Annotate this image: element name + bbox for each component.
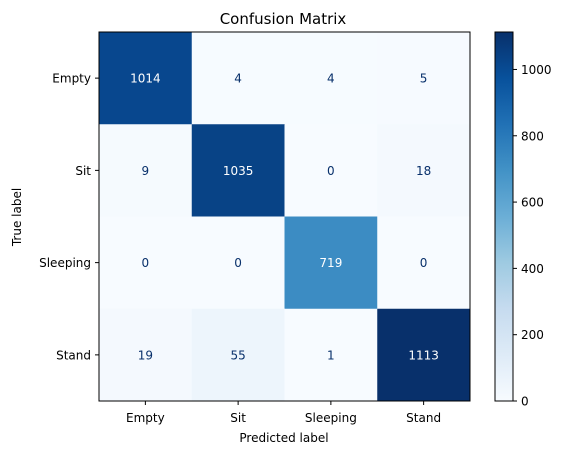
matrix-cell-label: 18 — [416, 164, 431, 178]
matrix-cell — [284, 32, 378, 125]
matrix-cell-labels: 1014 4 4 5 9 1035 0 18 0 0 719 0 19 55 1 1113 — [130, 72, 439, 363]
matrix-cell — [377, 124, 471, 217]
matrix-cell-label: 719 — [319, 256, 342, 270]
y-tick-label: Sit — [75, 164, 91, 178]
matrix-cell — [284, 308, 378, 402]
colorbar-tick-label: 600 — [521, 196, 544, 210]
matrix-cell-label: 9 — [142, 164, 150, 178]
matrix-cell-label: 55 — [230, 348, 245, 362]
matrix-cell-label: 4 — [234, 72, 242, 86]
matrix-cell-label: 19 — [138, 348, 153, 362]
x-tick-label: Stand — [406, 411, 441, 425]
matrix-cell — [284, 216, 378, 310]
matrix-cells — [99, 32, 471, 402]
colorbar-tick-label: 800 — [521, 129, 544, 143]
matrix-cell — [99, 308, 193, 402]
matrix-cell — [191, 124, 285, 217]
y-axis-ticks: Empty Sit Sleeping Stand — [39, 72, 99, 362]
colorbar-tick-label: 200 — [521, 328, 544, 342]
matrix-cell-label: 0 — [327, 164, 335, 178]
matrix-cell-label: 5 — [420, 72, 428, 86]
y-axis-label: True label — [10, 188, 24, 247]
y-tick-label: Sleeping — [39, 256, 91, 270]
y-tick-label: Empty — [52, 72, 91, 86]
matrix-cell-label: 0 — [420, 256, 428, 270]
y-tick-label: Stand — [56, 348, 91, 362]
x-axis-ticks: Empty Sit Sleeping Stand — [126, 401, 441, 425]
matrix-cell — [377, 308, 471, 402]
matrix-cell — [284, 124, 378, 217]
colorbar-tick-label: 400 — [521, 262, 544, 276]
colorbar-tick-label: 0 — [521, 395, 529, 409]
matrix-cell — [377, 32, 471, 125]
colorbar-ticks: 0 200 400 600 800 1000 — [513, 63, 552, 409]
matrix-cell-label: 1113 — [408, 348, 439, 362]
matrix-cell — [191, 32, 285, 125]
matrix-cell-label: 1014 — [130, 72, 161, 86]
matrix-cell — [377, 216, 471, 310]
x-tick-label: Sit — [230, 411, 246, 425]
x-axis-label: Predicted label — [239, 431, 328, 445]
matrix-cell-label: 0 — [142, 256, 150, 270]
chart-title: Confusion Matrix — [220, 10, 347, 28]
matrix-cell-label: 4 — [327, 72, 335, 86]
matrix-cell — [99, 32, 193, 125]
matrix-cell — [99, 124, 193, 217]
matrix-cell-label: 1 — [327, 348, 335, 362]
colorbar-tick-label: 1000 — [521, 63, 552, 77]
matrix-cell — [99, 216, 193, 310]
x-tick-label: Empty — [126, 411, 165, 425]
matrix-cell — [191, 216, 285, 310]
matrix-cell-label: 1035 — [223, 164, 254, 178]
matrix-cell — [191, 308, 285, 402]
matrix-cell-label: 0 — [234, 256, 242, 270]
x-tick-label: Sleeping — [305, 411, 357, 425]
colorbar — [494, 31, 514, 402]
matrix-frame — [98, 31, 471, 402]
